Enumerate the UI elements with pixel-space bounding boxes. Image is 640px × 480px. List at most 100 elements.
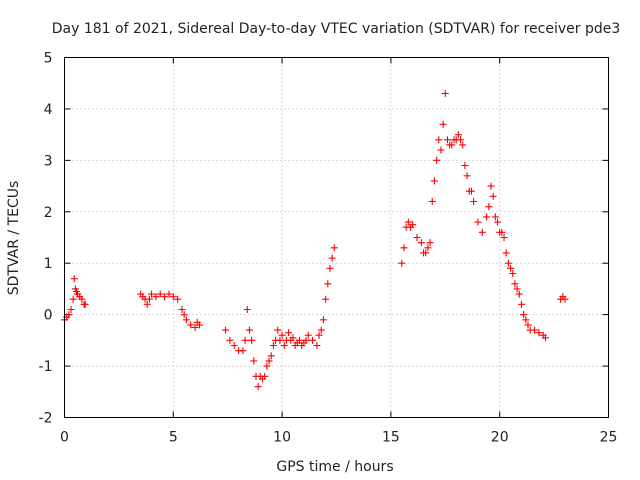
data-point <box>417 239 425 247</box>
data-point <box>265 357 273 365</box>
data-point <box>398 259 406 267</box>
data-point <box>156 290 164 298</box>
data-point <box>524 321 532 329</box>
data-point <box>330 244 338 252</box>
data-point <box>296 336 304 344</box>
data-point <box>222 326 230 334</box>
data-point <box>426 239 434 247</box>
data-point <box>178 306 186 313</box>
y-tick-label: 5 <box>44 51 53 67</box>
data-point <box>254 383 262 391</box>
data-point <box>313 342 321 349</box>
data-point <box>517 300 525 308</box>
data-point <box>500 234 508 241</box>
data-point <box>494 218 502 226</box>
data-point <box>261 372 269 380</box>
data-point <box>302 336 310 344</box>
x-tick-label: 20 <box>491 430 509 446</box>
data-point <box>433 156 441 164</box>
data-point <box>174 295 182 303</box>
data-point <box>309 336 317 344</box>
data-point <box>507 264 515 272</box>
data-point <box>443 136 451 144</box>
data-point <box>67 306 75 313</box>
data-point <box>413 234 421 241</box>
data-point <box>289 334 297 342</box>
data-point <box>243 306 251 313</box>
data-point <box>489 192 497 200</box>
data-point <box>430 177 438 185</box>
data-point <box>487 182 495 190</box>
data-point <box>78 295 86 303</box>
axis-ticks <box>64 57 609 418</box>
data-point <box>319 316 327 324</box>
data-point <box>470 198 478 205</box>
data-point <box>474 218 482 226</box>
data-point <box>145 295 153 303</box>
y-tick-label: -1 <box>39 359 53 375</box>
data-point <box>81 300 89 308</box>
data-point <box>274 326 282 334</box>
data-point <box>315 331 323 339</box>
data-point <box>502 249 510 257</box>
data-point <box>269 342 277 349</box>
data-point <box>522 316 530 324</box>
data-point <box>324 280 332 288</box>
data-point <box>435 136 443 144</box>
data-point <box>441 90 449 97</box>
data-point <box>276 336 284 344</box>
data-point <box>161 293 169 301</box>
data-point <box>152 293 160 301</box>
data-point <box>515 290 523 298</box>
data-point <box>437 146 445 154</box>
data-point <box>457 136 465 144</box>
data-point <box>180 311 188 319</box>
data-point <box>65 311 73 319</box>
y-axis-label: SDTVAR / TECUs <box>6 181 22 296</box>
data-point <box>280 342 288 349</box>
y-tick-label: 3 <box>44 153 53 169</box>
data-point <box>448 141 456 149</box>
data-point <box>491 213 499 221</box>
data-point <box>509 270 517 277</box>
data-point <box>483 213 491 221</box>
data-point <box>404 218 412 226</box>
data-point <box>513 285 521 293</box>
data-point <box>248 336 256 344</box>
data-point <box>322 295 330 303</box>
y-tick-label: 1 <box>44 256 53 272</box>
data-point <box>278 331 286 339</box>
data-point <box>195 321 203 329</box>
x-axis-label: GPS time / hours <box>276 459 393 475</box>
data-point <box>520 311 528 319</box>
data-point <box>169 293 177 301</box>
data-point <box>461 162 469 169</box>
data-point <box>478 228 486 236</box>
data-point <box>454 131 462 139</box>
data-point <box>304 331 312 339</box>
y-tick-label: 0 <box>44 308 53 324</box>
data-point <box>245 326 253 334</box>
data-point <box>511 280 519 288</box>
data-point <box>535 329 543 337</box>
data-point <box>498 228 506 236</box>
data-point <box>409 221 417 229</box>
data-point <box>226 336 234 344</box>
data-point <box>285 329 293 337</box>
data-points <box>61 90 569 391</box>
data-point <box>148 290 156 298</box>
data-point <box>428 198 436 205</box>
data-point <box>439 120 447 128</box>
data-point <box>317 326 325 334</box>
data-point <box>504 259 512 267</box>
data-point <box>230 342 238 349</box>
x-tick-label: 15 <box>382 430 400 446</box>
data-point <box>143 300 151 308</box>
y-tick-label: 4 <box>44 102 53 118</box>
data-point <box>182 316 190 324</box>
data-point <box>250 357 258 365</box>
data-point <box>263 362 271 370</box>
x-tick-label: 25 <box>600 430 618 446</box>
